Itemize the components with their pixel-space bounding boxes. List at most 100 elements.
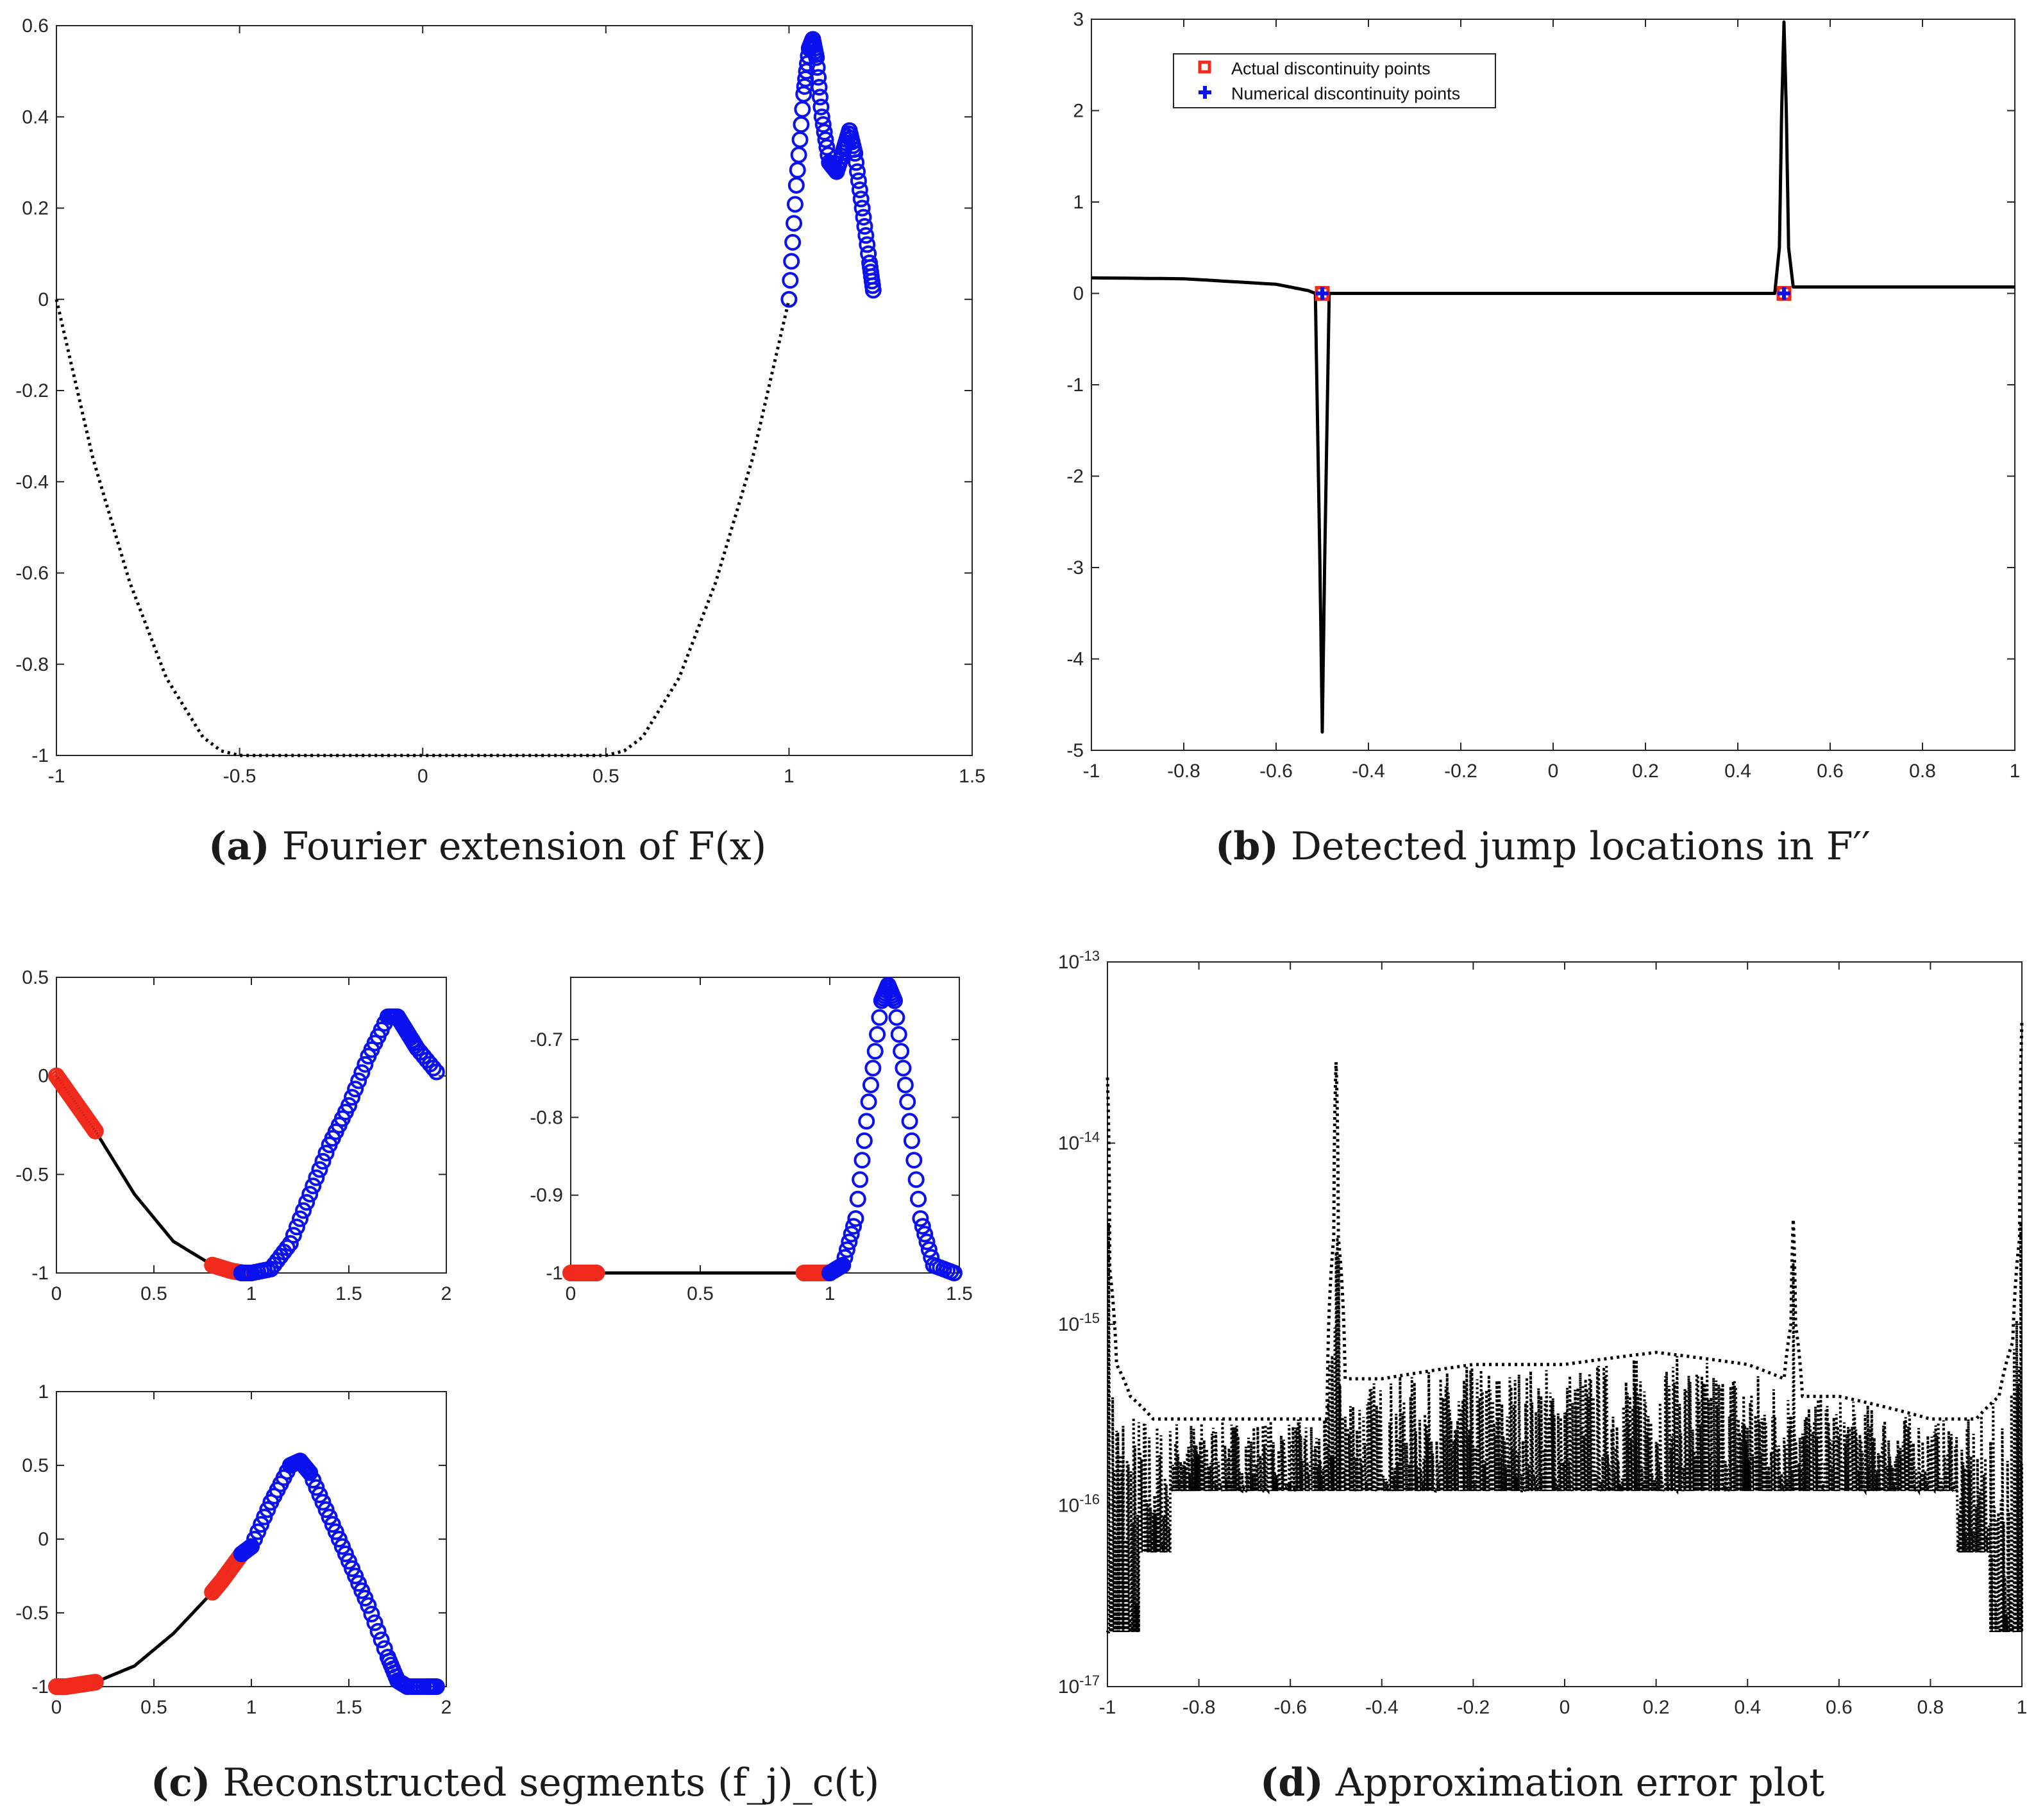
y-tick-label: 10-17	[1058, 1673, 1100, 1698]
data-point	[864, 282, 882, 299]
data-point	[859, 236, 876, 253]
y-tick-label: 1	[1073, 192, 1084, 213]
x-tick-label: -1	[1099, 1697, 1116, 1718]
x-tick-label: 0	[51, 1697, 62, 1718]
data-point	[373, 1631, 390, 1649]
data-point	[854, 199, 871, 217]
data-point	[834, 1256, 852, 1274]
data-point	[848, 154, 865, 171]
x-tick-label: 0	[566, 1283, 576, 1304]
series-blue-extension	[821, 977, 963, 1281]
data-point	[869, 1025, 886, 1043]
x-tick-label: 1.5	[335, 1697, 362, 1718]
y-tick-label: 10-15	[1058, 1310, 1100, 1335]
panel-c-segment-2: 0 0.5 1 1.5 -0.7 -0.8 -0.9 -1	[530, 977, 973, 1304]
caption-a: (a) Fourier extension of F(x)	[208, 824, 766, 869]
data-point	[782, 272, 799, 289]
y-tick-label: 0.2	[22, 198, 49, 219]
data-point	[910, 1190, 927, 1208]
x-tick-label: 0.6	[1826, 1697, 1853, 1718]
data-point	[360, 1597, 377, 1614]
y-tick-label: -2	[1066, 466, 1084, 487]
discontinuity-markers	[1315, 286, 1792, 301]
data-point	[344, 1088, 361, 1106]
data-point	[855, 1132, 873, 1149]
x-tick-label: -0.6	[1274, 1697, 1307, 1718]
data-point	[357, 1056, 374, 1073]
y-tick-label: 0.5	[22, 1455, 49, 1476]
data-point	[886, 992, 903, 1009]
y-tick-label: -3	[1066, 557, 1084, 578]
y-tick-label: 2	[1073, 101, 1084, 122]
data-point	[301, 1186, 319, 1203]
panel-d-error-plot: -1 -0.8 -0.6 -0.4 -0.2 0 0.2 0.4 0.6 0.8 1 10-13 10-…	[1058, 948, 2028, 1718]
y-tick-label: -0.5	[15, 1164, 49, 1185]
x-tick-label: -1	[1083, 761, 1100, 782]
x-tick-label: -0.6	[1259, 761, 1293, 782]
caption-c: (c) Reconstructed segments (f_j)_c(t)	[151, 1760, 879, 1805]
x-tick-label: 1	[2010, 761, 2021, 782]
series-blue-extension	[233, 1008, 445, 1281]
x-tick-label: 0.2	[1632, 761, 1659, 782]
data-point	[278, 1239, 296, 1256]
series-red-start	[48, 1674, 104, 1695]
x-tick-label: 0.5	[593, 766, 619, 787]
y-tick-label: 10-13	[1058, 948, 1100, 973]
data-point	[353, 1064, 371, 1081]
data-point	[918, 1233, 936, 1251]
data-point	[428, 1678, 445, 1695]
data-point	[809, 59, 826, 76]
x-tick-label: 0	[51, 1283, 62, 1304]
data-point	[311, 1161, 328, 1178]
data-point	[780, 291, 798, 308]
x-tick-label: 0	[1548, 761, 1559, 782]
y-tick-label: 0	[38, 289, 49, 310]
data-point	[428, 1063, 445, 1081]
data-point	[292, 1210, 308, 1227]
x-tick-label: -0.2	[1457, 1697, 1490, 1718]
error-trace	[1106, 1222, 2023, 1634]
data-point	[795, 85, 812, 103]
data-point	[814, 116, 832, 133]
y-tick-label: 0	[1073, 283, 1084, 305]
svg-text:(d) Approximation error plot: (d) Approximation error plot	[1260, 1760, 1824, 1805]
y-tick-label: 0	[38, 1066, 49, 1087]
data-point	[890, 1025, 907, 1043]
data-point	[369, 1622, 387, 1640]
data-point	[314, 1152, 332, 1170]
data-point	[786, 196, 803, 213]
caption-c-text: Reconstructed segments (f_j)_c(t)	[223, 1760, 879, 1805]
x-tick-label: 0.5	[687, 1283, 714, 1304]
data-point	[341, 1097, 357, 1114]
data-point	[812, 98, 830, 115]
x-tick-label: 0.5	[140, 1697, 167, 1718]
x-tick-label: 0.6	[1817, 761, 1844, 782]
data-point	[350, 1072, 367, 1090]
data-point	[816, 123, 833, 140]
y-tick-label: -1	[1066, 375, 1084, 396]
data-point	[905, 1152, 923, 1169]
x-tick-label: 0.4	[1734, 1697, 1761, 1718]
data-point	[783, 253, 800, 270]
caption-a-letter: (a)	[208, 824, 270, 869]
caption-b: (b) Detected jump locations in F′′	[1215, 824, 1871, 869]
y-tick-label: 0.4	[22, 106, 49, 128]
series-line-F''	[1091, 20, 2015, 734]
data-point	[347, 1081, 364, 1098]
panel-c-segment-3: 0 0.5 1 1.5 2 1 0.5 0 -0.5 -1	[15, 1381, 451, 1718]
data-point	[288, 1218, 305, 1236]
x-tick-label: 1.5	[335, 1283, 362, 1304]
data-point	[849, 163, 866, 180]
data-point	[849, 1190, 866, 1208]
data-point	[852, 1171, 869, 1188]
data-point	[866, 1043, 884, 1060]
data-point	[899, 1093, 916, 1111]
data-point	[901, 1113, 918, 1130]
y-tick-label: 10-16	[1058, 1492, 1100, 1517]
data-point	[843, 1226, 860, 1243]
y-tick-label: -0.7	[530, 1029, 563, 1050]
data-point	[855, 208, 872, 226]
data-point	[850, 172, 867, 189]
data-point	[366, 1614, 383, 1631]
y-tick-label: -1	[31, 745, 49, 766]
